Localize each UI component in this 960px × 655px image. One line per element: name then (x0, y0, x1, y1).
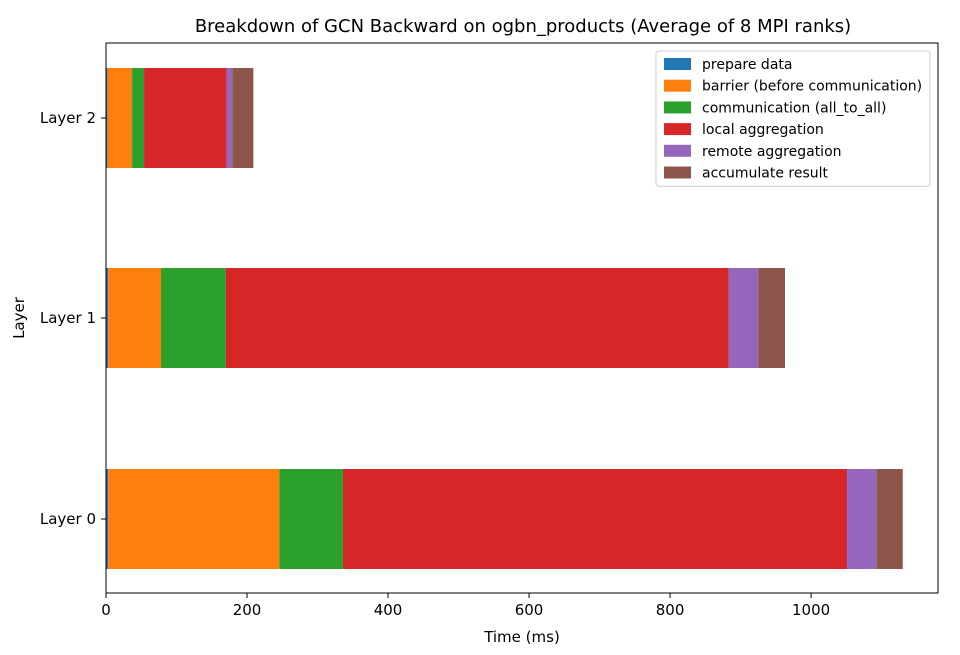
bar-layer-2-series-3 (144, 68, 227, 168)
x-tick-label: 0 (101, 601, 111, 619)
legend-swatch (664, 166, 691, 179)
legend-label: remote aggregation (702, 144, 842, 160)
bar-layer-1-series-4 (728, 268, 759, 368)
x-tick-label: 200 (233, 601, 262, 619)
x-axis-ticks: 0 200 400 600 800 1000 (101, 593, 830, 619)
x-tick-label: 800 (656, 601, 685, 619)
y-tick-label: Layer 2 (40, 109, 96, 127)
x-tick-label: 1000 (792, 601, 830, 619)
bar-layer-0-series-0 (106, 469, 109, 569)
legend-swatch (664, 123, 691, 136)
bar-layer-2-series-4 (226, 68, 233, 168)
legend-swatch (664, 101, 691, 114)
bar-layer-0-series-4 (847, 469, 877, 569)
bar-layer-2-series-0 (106, 68, 108, 168)
plot-frame (105, 42, 939, 594)
legend-swatch (664, 144, 691, 157)
x-axis-label: Time (ms) (483, 628, 560, 646)
bar-layer-0-series-3 (342, 469, 848, 569)
bar-layer-0-series-5 (876, 469, 903, 569)
x-tick-label: 400 (374, 601, 403, 619)
legend-label: accumulate result (702, 166, 828, 182)
bar-layer-1-series-5 (758, 268, 785, 368)
bar-layer-2-series-2 (132, 68, 145, 168)
bars (106, 68, 903, 569)
legend-label: prepare data (702, 57, 792, 73)
legend-label: barrier (before communication) (702, 79, 922, 95)
legend-swatch (664, 79, 691, 92)
bar-layer-0-series-1 (108, 469, 280, 569)
legend-box (655, 50, 931, 187)
y-axis-ticks: Layer 0 Layer 1 Layer 2 (40, 109, 106, 528)
bar-layer-2-series-5 (232, 68, 254, 168)
bar-layer-0-series-2 (279, 469, 343, 569)
bar-layer-1-series-0 (106, 268, 109, 368)
bar-layer-1-series-2 (160, 268, 226, 368)
bar-layer-1-series-1 (108, 268, 161, 368)
bar-layer-2-series-1 (107, 68, 133, 168)
y-axis-label: Layer (10, 296, 28, 339)
legend-swatch (664, 58, 691, 70)
legend-label: communication (all_to_all) (702, 100, 886, 116)
bar-layer-1-series-3 (225, 268, 729, 368)
y-tick-label: Layer 0 (40, 510, 96, 528)
legend: prepare data barrier (before communicatio… (655, 50, 931, 187)
y-tick-label: Layer 1 (40, 309, 96, 327)
legend-label: local aggregation (702, 122, 824, 138)
chart-title: Breakdown of GCN Backward on ogbn_produc… (195, 16, 851, 37)
x-tick-label: 600 (515, 601, 544, 619)
